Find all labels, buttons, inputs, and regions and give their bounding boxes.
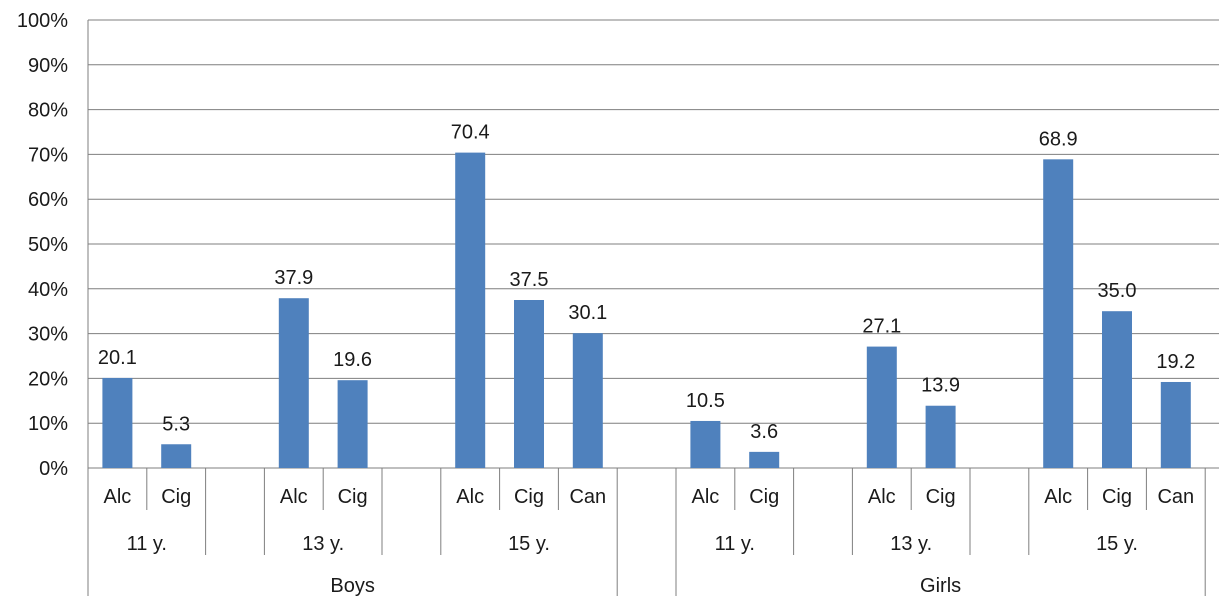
bar-category-label: Cig [749, 486, 779, 508]
y-tick-label: 60% [28, 189, 68, 211]
age-group-label: 15 y. [1096, 533, 1138, 555]
y-tick-label: 80% [28, 100, 68, 122]
bar-category-label: Can [1157, 486, 1194, 508]
y-tick-label: 70% [28, 144, 68, 166]
bar-category-label: Can [569, 486, 606, 508]
data-label: 70.4 [451, 122, 490, 144]
y-axis-tick-labels: 0% 10% 20% 30% 40% 50% 60% 70% 80% 90% 100% [17, 10, 68, 480]
y-tick-label: 20% [28, 368, 68, 390]
bar [1102, 311, 1132, 468]
y-tick-label: 30% [28, 324, 68, 346]
data-label: 30.1 [568, 302, 607, 324]
bar [749, 451, 780, 468]
age-group-label: 11 y. [715, 533, 755, 555]
data-label: 68.9 [1039, 128, 1078, 150]
bar [514, 300, 544, 468]
bar [1160, 381, 1191, 468]
bars [102, 152, 1191, 468]
data-label: 5.3 [162, 413, 190, 435]
age-group-label: 13 y. [890, 533, 932, 555]
y-tick-label: 40% [28, 279, 68, 301]
bar-category-label: Alc [692, 486, 720, 508]
data-label: 19.2 [1156, 351, 1195, 373]
data-label: 13.9 [921, 375, 960, 397]
data-labels: 20.1 5.3 37.9 19.6 70.4 37.5 30.1 10.5 3.6 27.1 13… [98, 122, 1195, 443]
data-label: 37.9 [274, 267, 313, 289]
bar-category-label: Alc [104, 486, 132, 508]
gridlines [87, 19, 1219, 469]
bar-category-label: Cig [514, 486, 544, 508]
bar-category-label: Alc [1044, 486, 1072, 508]
age-group-label: 13 y. [302, 533, 344, 555]
bar [278, 298, 309, 468]
bar [337, 380, 368, 468]
data-label: 35.0 [1098, 280, 1137, 302]
y-tick-label: 100% [17, 10, 68, 32]
age-group-label: 11 y. [127, 533, 167, 555]
data-label: 3.6 [750, 421, 778, 443]
bar [161, 444, 192, 468]
bar-category-label: Cig [1102, 486, 1132, 508]
bar [925, 405, 956, 468]
y-tick-label: 90% [28, 55, 68, 77]
y-tick-label: 0% [39, 458, 68, 480]
bar [102, 377, 133, 468]
data-label: 10.5 [686, 390, 725, 412]
sex-group-label: Boys [330, 575, 374, 596]
bar-category-label: Alc [280, 486, 308, 508]
y-tick-label: 50% [28, 234, 68, 256]
bar [572, 333, 603, 468]
category-axis: Alc Cig 11 y. Alc Cig 13 y. Alc Cig Can 15 y. Boys… [87, 468, 1206, 596]
bar [690, 420, 721, 468]
age-group-label: 15 y. [508, 533, 550, 555]
bar [866, 346, 897, 468]
bar-category-label: Cig [161, 486, 191, 508]
data-label: 20.1 [98, 347, 137, 369]
sex-group-label: Girls [920, 575, 961, 596]
data-label: 27.1 [862, 316, 901, 338]
bar-category-label: Alc [868, 486, 896, 508]
data-label: 37.5 [510, 269, 549, 291]
bar-category-label: Cig [338, 486, 368, 508]
bar [455, 152, 486, 468]
bar [1043, 159, 1074, 468]
y-tick-label: 10% [28, 413, 68, 435]
bar-category-label: Cig [926, 486, 956, 508]
bar-category-label: Alc [456, 486, 484, 508]
data-label: 19.6 [333, 349, 372, 371]
